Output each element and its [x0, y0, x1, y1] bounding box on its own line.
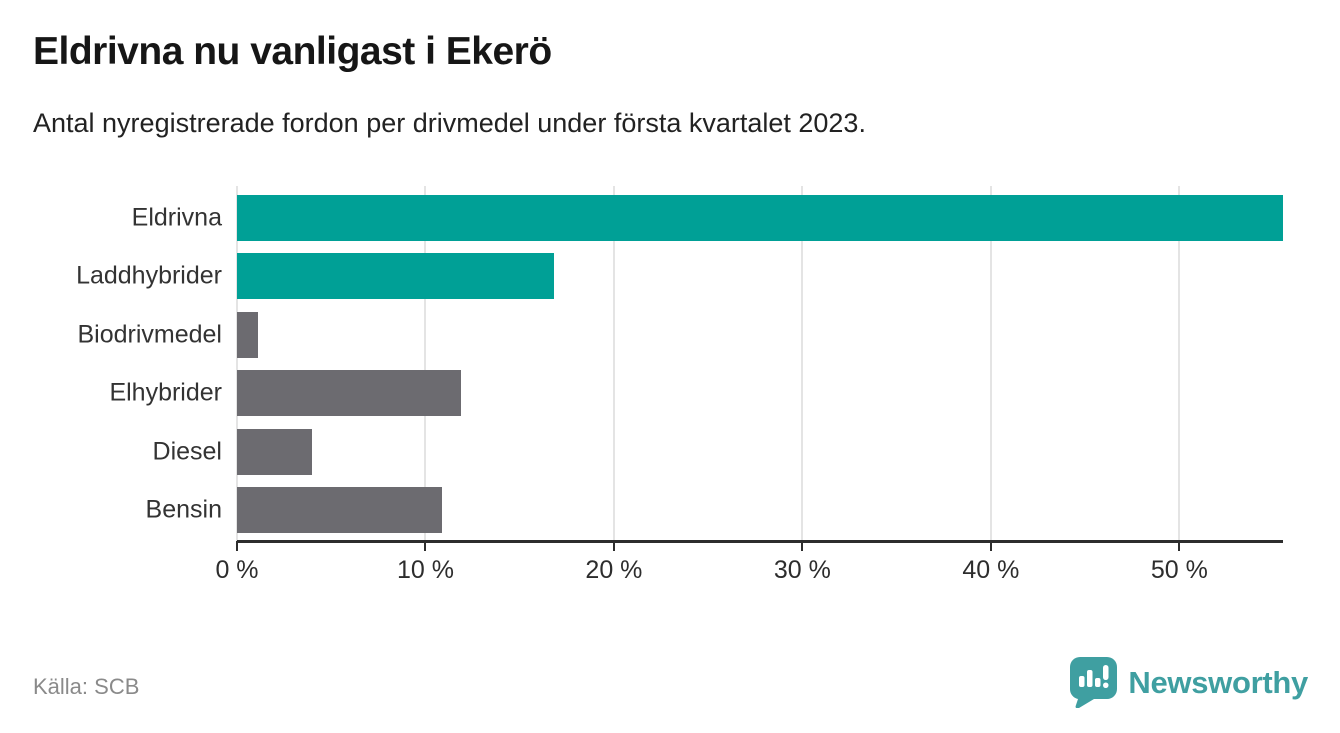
- category-label: Laddhybrider: [76, 261, 222, 290]
- chart-subtitle: Antal nyregistrerade fordon per drivmede…: [33, 108, 866, 138]
- gridline: [612, 186, 615, 541]
- axis-tick-label: 0 %: [215, 556, 259, 584]
- bar-eldrivna: [237, 195, 1283, 241]
- category-label: Elhybrider: [109, 378, 222, 407]
- axis-tick: [236, 541, 238, 551]
- category-label: Bensin: [145, 495, 222, 524]
- gridline: [1178, 186, 1181, 541]
- axis-tick: [801, 541, 804, 551]
- category-label: Eldrivna: [131, 203, 222, 232]
- axis-tick: [612, 541, 615, 551]
- axis-tick-label: 30 %: [773, 556, 831, 584]
- axis-tick-label: 10 %: [396, 556, 454, 584]
- axis-tick: [424, 541, 427, 551]
- axis-tick-label: 20 %: [585, 556, 643, 584]
- bar-bensin: [237, 487, 443, 533]
- bar-elhybrider: [237, 370, 462, 417]
- newsworthy-logo[interactable]: Newsworthy: [1070, 657, 1308, 708]
- source-note: Källa: SCB: [33, 674, 140, 699]
- gridline: [236, 186, 238, 541]
- bar-laddhybrider: [237, 253, 554, 300]
- axis-tick-label: 40 %: [962, 556, 1020, 584]
- newsworthy-wordmark: Newsworthy: [1128, 664, 1308, 700]
- category-label: Diesel: [152, 437, 222, 466]
- gridline: [989, 186, 992, 541]
- newsworthy-chart-bubble-icon: [1070, 657, 1118, 708]
- axis-tick-label: 50 %: [1150, 556, 1208, 584]
- x-axis-line: [237, 540, 1283, 543]
- bar-diesel: [237, 428, 313, 475]
- plot-area: 0 % 10 % 20 % 30 % 40 % 50 % Eldrivna Laddhybri…: [76, 186, 1283, 584]
- gridline: [801, 186, 804, 541]
- axis-tick: [989, 541, 992, 551]
- chart-title: Eldrivna nu vanligast i Ekerö: [33, 30, 552, 73]
- axis-tick: [1178, 541, 1181, 551]
- gridline: [424, 186, 427, 541]
- category-label: Biodrivmedel: [77, 320, 222, 349]
- bar-biodrivmedel: [237, 311, 258, 358]
